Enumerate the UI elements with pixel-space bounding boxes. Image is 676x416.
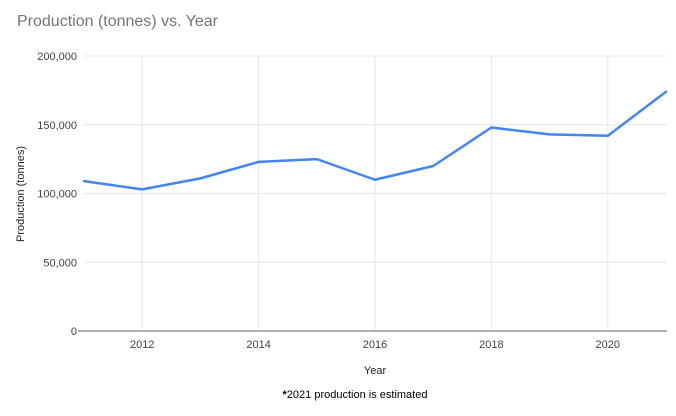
production-data-line: [82, 90, 668, 191]
chart-footnote: *2021 production is estimated: [283, 389, 428, 401]
x-tick-label: 2012: [130, 339, 154, 351]
y-tick-label: 100,000: [37, 189, 77, 201]
chart-title: Production (tonnes) vs. Year: [17, 13, 219, 30]
x-tick-label: 2014: [246, 339, 270, 351]
y-tick-label: 150,000: [37, 120, 77, 132]
x-tick-label: 2018: [479, 339, 503, 351]
y-axis-title: Production (tonnes): [15, 146, 27, 242]
y-tick-label: 50,000: [43, 257, 77, 269]
y-tick-label: 200,000: [37, 51, 77, 63]
x-tick-label: 2016: [363, 339, 387, 351]
footnote-asterisk: *: [282, 389, 287, 401]
x-axis-title: Year: [363, 365, 387, 377]
y-tick-label: 0: [71, 326, 77, 338]
footnote-text: 2021 production is estimated: [286, 389, 428, 401]
x-tick-label: 2020: [596, 339, 620, 351]
